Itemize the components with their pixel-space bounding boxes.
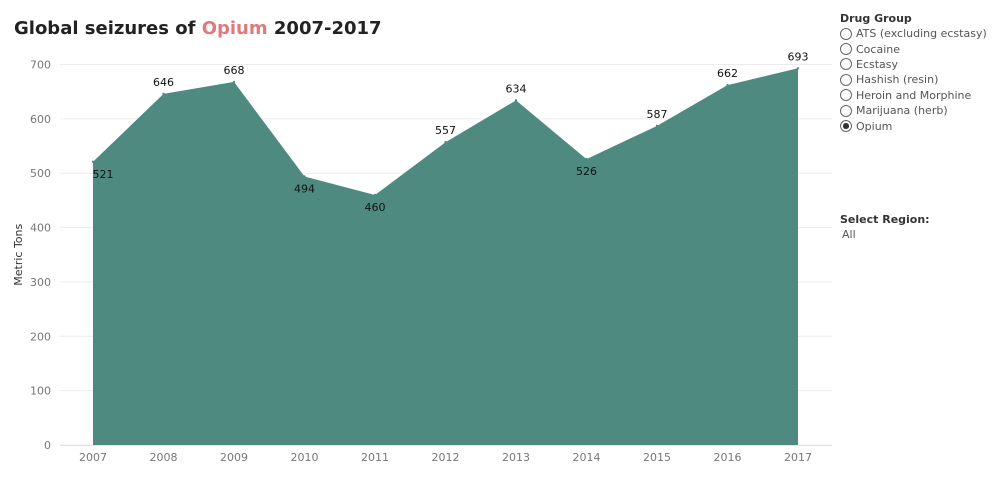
y-tick-label: 700 xyxy=(30,59,51,72)
data-point-2009 xyxy=(232,80,236,84)
radio-button-icon[interactable] xyxy=(840,58,852,71)
chart-title: Global seizures of Opium 2007-2017 xyxy=(14,18,382,39)
data-label-2014: 526 xyxy=(576,165,597,178)
radio-button-icon[interactable] xyxy=(840,104,852,117)
x-tick-label: 2011 xyxy=(361,451,389,464)
x-tick-label: 2008 xyxy=(150,451,178,464)
data-point-2012 xyxy=(444,141,447,144)
x-tick-label: 2012 xyxy=(432,451,460,464)
drug-option-label: Heroin and Morphine xyxy=(856,88,972,102)
drug-option-label: Ecstasy xyxy=(856,57,899,71)
data-label-2010: 494 xyxy=(294,182,315,195)
data-label-2015: 587 xyxy=(647,108,668,121)
drug-option-label: Marijuana (herb) xyxy=(856,104,948,118)
region-label: Select Region: xyxy=(840,213,930,226)
data-point-2014 xyxy=(585,157,588,161)
y-tick-label: 600 xyxy=(30,113,51,126)
x-tick-label: 2014 xyxy=(573,451,601,464)
x-tick-label: 2016 xyxy=(714,451,742,464)
drug-option-label: ATS (excluding ecstasy) xyxy=(856,27,987,41)
area-series xyxy=(93,68,798,446)
drug-option-label: Hashish (resin) xyxy=(856,73,939,87)
radio-button-icon[interactable] xyxy=(840,43,852,56)
data-label-2008: 646 xyxy=(153,76,174,89)
title-prefix: Global seizures of xyxy=(14,18,202,39)
y-axis-title: Metric Tons xyxy=(12,223,25,285)
data-point-2008 xyxy=(162,92,165,96)
data-label-2012: 557 xyxy=(435,124,456,137)
data-label-2013: 634 xyxy=(506,82,527,95)
data-label-2009: 668 xyxy=(224,64,245,77)
drug-option-label: Opium xyxy=(856,119,893,133)
y-tick-label: 100 xyxy=(30,385,51,398)
drug-group-label: Drug Group xyxy=(840,12,912,25)
data-label-2017: 693 xyxy=(788,50,809,63)
drug-group-filter: Drug Group ATS (excluding ecstasy) Cocain… xyxy=(840,12,1000,134)
drug-option-opium[interactable]: Opium xyxy=(840,118,1000,133)
data-point-2017 xyxy=(796,67,800,70)
data-label-2016: 662 xyxy=(717,67,738,80)
data-point-2007 xyxy=(91,160,95,163)
y-tick-label: 500 xyxy=(30,167,51,180)
drug-option-cocaine[interactable]: Cocaine xyxy=(840,41,1000,56)
radio-button-icon[interactable] xyxy=(840,89,852,102)
x-tick-label: 2015 xyxy=(643,451,671,464)
drug-option-ats-excluding-ecstasy[interactable]: ATS (excluding ecstasy) xyxy=(840,26,1000,41)
data-point-2013 xyxy=(514,99,518,102)
data-point-2015 xyxy=(655,124,659,128)
data-point-2010 xyxy=(303,175,306,178)
drug-option-heroin-and-morphine[interactable]: Heroin and Morphine xyxy=(840,88,1000,103)
x-tick-label: 2007 xyxy=(79,451,107,464)
x-tick-label: 2010 xyxy=(291,451,319,464)
data-point-2011 xyxy=(373,193,377,197)
radio-button-icon[interactable] xyxy=(840,27,852,40)
drug-option-label: Cocaine xyxy=(856,42,900,56)
radio-button-icon[interactable] xyxy=(840,73,852,86)
data-point-2016 xyxy=(726,83,729,87)
y-tick-label: 0 xyxy=(44,439,51,452)
drug-option-hashish-resin[interactable]: Hashish (resin) xyxy=(840,72,1000,87)
y-tick-label: 400 xyxy=(30,222,51,235)
title-drug-highlight: Opium xyxy=(201,18,268,39)
data-label-2007: 521 xyxy=(93,168,114,181)
region-filter: Select Region: All xyxy=(840,213,930,241)
y-tick-label: 200 xyxy=(30,330,51,343)
y-tick-label: 300 xyxy=(30,276,51,289)
radio-button-icon[interactable] xyxy=(840,120,852,133)
drug-option-ecstasy[interactable]: Ecstasy xyxy=(840,57,1000,72)
region-dropdown[interactable]: All xyxy=(842,228,856,241)
drug-group-radio-list: ATS (excluding ecstasy) Cocaine Ecstasy Has… xyxy=(840,26,1000,134)
x-tick-label: 2009 xyxy=(220,451,248,464)
title-suffix: 2007-2017 xyxy=(267,18,382,39)
x-tick-label: 2017 xyxy=(784,451,812,464)
drug-option-marijuana-herb[interactable]: Marijuana (herb) xyxy=(840,103,1000,118)
x-tick-label: 2013 xyxy=(502,451,530,464)
data-label-2011: 460 xyxy=(365,201,386,214)
